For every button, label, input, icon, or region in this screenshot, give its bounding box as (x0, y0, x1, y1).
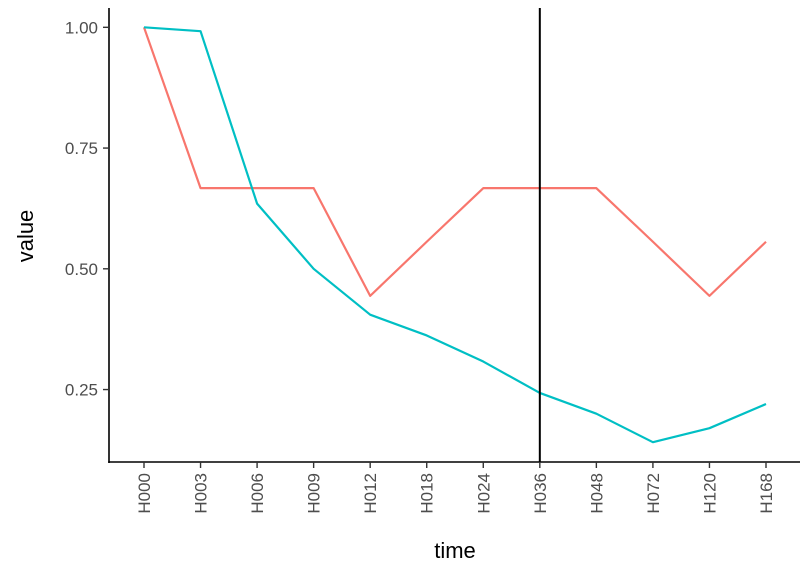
x-axis-title: time (434, 538, 476, 563)
series-group (142, 8, 767, 462)
x-tick-label: H012 (361, 473, 380, 514)
series-line-1 (142, 26, 767, 297)
y-tick-label: 0.75 (65, 139, 98, 158)
y-tick-label: 0.50 (65, 260, 98, 279)
x-tick-label: H000 (135, 473, 154, 514)
x-tick-label: H024 (474, 473, 493, 514)
x-tick-label: H168 (757, 473, 776, 514)
axes: 0.25 0.50 0.75 1.00 H000 H003 H006 H009 H012 H018… (65, 8, 800, 514)
x-tick-label: H018 (418, 473, 437, 514)
x-tick-label: H003 (192, 473, 211, 514)
x-tick-label: H120 (700, 473, 719, 514)
y-tick-label: 0.25 (65, 381, 98, 400)
x-tick-label: H072 (644, 473, 663, 514)
x-tick-label: H036 (531, 473, 550, 514)
x-tick-label: H009 (305, 473, 324, 514)
x-tick-label: H048 (587, 473, 606, 514)
y-tick-label: 1.00 (65, 18, 98, 37)
series-line-2 (143, 26, 767, 444)
x-tick-label: H006 (248, 473, 267, 514)
y-axis-title: value (13, 210, 38, 263)
